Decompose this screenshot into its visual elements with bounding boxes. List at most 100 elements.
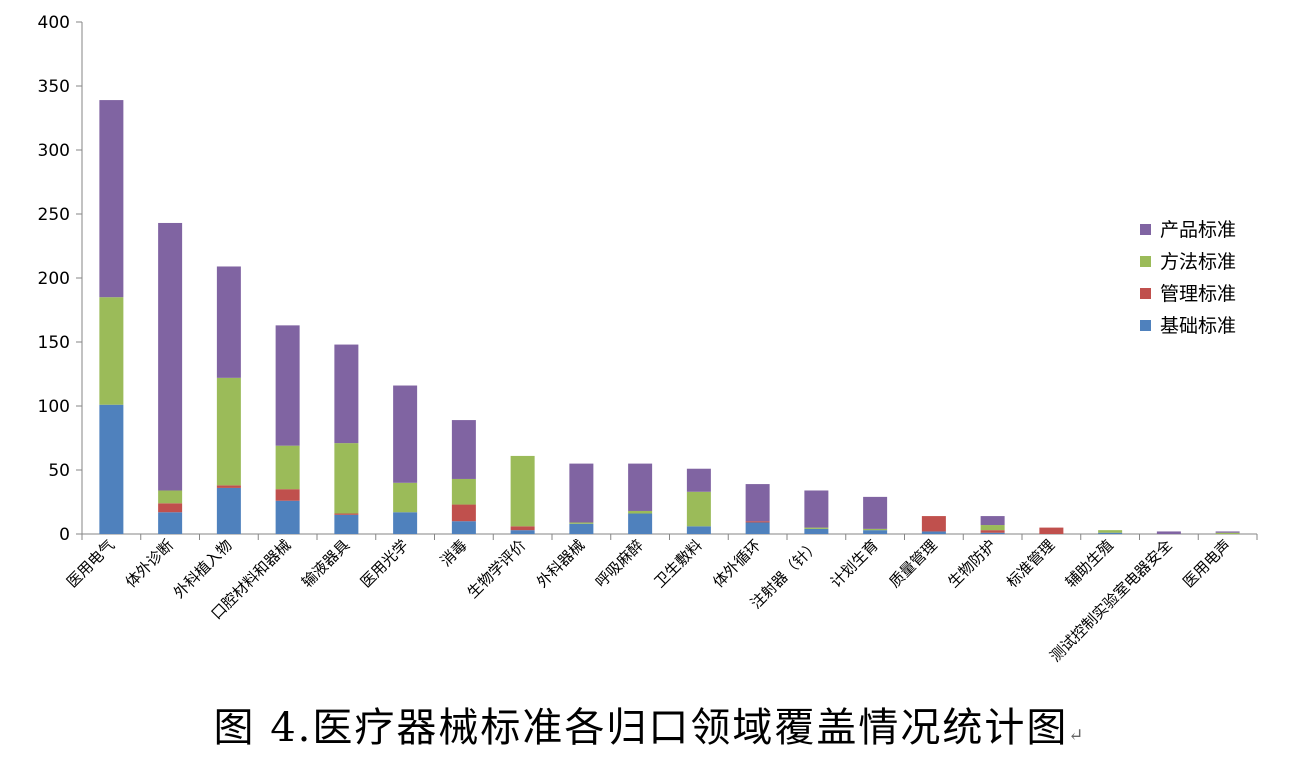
x-category-label: 外科器械 bbox=[533, 536, 588, 591]
bar-segment bbox=[686, 491, 711, 527]
bar-segment bbox=[980, 532, 1005, 534]
legend-label: 方法标准 bbox=[1160, 251, 1236, 273]
bar-segment bbox=[745, 522, 770, 534]
y-tick-label: 200 bbox=[38, 269, 70, 289]
x-category-label: 标准管理 bbox=[1003, 536, 1058, 591]
bar-segment bbox=[275, 325, 300, 446]
bar-segment bbox=[393, 512, 418, 534]
bar-segment bbox=[393, 482, 418, 513]
bar-segment bbox=[628, 513, 653, 534]
bar-segment bbox=[569, 523, 594, 534]
x-category-label: 医用电声 bbox=[1179, 536, 1234, 591]
bar-segment bbox=[216, 377, 241, 486]
y-tick-label: 300 bbox=[38, 141, 70, 161]
y-tick-label: 250 bbox=[38, 205, 70, 225]
bar-segment bbox=[99, 100, 124, 298]
x-category-label: 质量管理 bbox=[886, 536, 941, 591]
y-tick-label: 350 bbox=[38, 77, 70, 97]
bar-segment bbox=[451, 504, 476, 522]
bar-segment bbox=[569, 522, 594, 524]
bar-segment bbox=[745, 484, 770, 522]
bar-segment bbox=[628, 510, 653, 514]
bar-segment bbox=[275, 489, 300, 501]
bar-segment bbox=[334, 443, 359, 514]
x-category-label: 辅助生殖 bbox=[1062, 536, 1117, 591]
bar-segment bbox=[804, 490, 829, 528]
x-category-label: 消毒 bbox=[437, 536, 471, 570]
caption-return-mark: ↵ bbox=[1068, 725, 1086, 746]
bar-segment bbox=[1098, 532, 1123, 534]
legend-swatch bbox=[1140, 256, 1151, 267]
bar-segment bbox=[451, 521, 476, 534]
bar-segment bbox=[275, 445, 300, 490]
bar-segment bbox=[451, 478, 476, 505]
legend-swatch bbox=[1140, 320, 1151, 331]
bar-segment bbox=[921, 516, 946, 532]
bar-segment bbox=[980, 516, 1005, 526]
x-category-label: 输液器具 bbox=[298, 536, 353, 591]
bar-segment bbox=[1156, 531, 1181, 534]
bar-segment bbox=[804, 527, 829, 529]
y-tick-label: 400 bbox=[38, 13, 70, 33]
legend-label: 管理标准 bbox=[1160, 283, 1236, 305]
legend-swatch bbox=[1140, 224, 1151, 235]
x-category-label: 呼吸麻醉 bbox=[592, 536, 647, 591]
bar-segment bbox=[216, 485, 241, 488]
bar-segment bbox=[1039, 527, 1064, 534]
bar-segment bbox=[980, 525, 1005, 531]
y-tick-label: 50 bbox=[48, 461, 70, 481]
bar-segment bbox=[569, 463, 594, 523]
bar-segment bbox=[921, 531, 946, 534]
bar-segment bbox=[745, 521, 770, 523]
bar-segment bbox=[393, 385, 418, 483]
bar-segment bbox=[334, 344, 359, 444]
bar-segment bbox=[628, 463, 653, 511]
legend-swatch bbox=[1140, 288, 1151, 299]
bar-segment bbox=[863, 496, 888, 529]
bar-segment bbox=[99, 404, 124, 534]
bar-segment bbox=[451, 420, 476, 479]
x-category-label: 医用光学 bbox=[357, 536, 412, 591]
x-category-label: 医用电气 bbox=[63, 536, 118, 591]
bar-segment bbox=[1098, 530, 1123, 533]
bar-segment bbox=[510, 530, 535, 534]
legend-label: 产品标准 bbox=[1160, 219, 1236, 241]
x-axis: 医用电气 体外诊断外科植入物口腔材料和器械 输液器具 医用光学 消毒生物学评价 外科器械呼… bbox=[63, 533, 1258, 666]
y-tick-label: 150 bbox=[38, 333, 70, 353]
stacked-bar-chart: 0 50 100 150 200 250 300 350 400 医用电气 体外诊断外科植入物口腔… bbox=[38, 13, 1258, 666]
x-category-label: 卫生敷料 bbox=[651, 536, 706, 591]
bar-segment bbox=[158, 512, 183, 534]
legend-label: 基础标准 bbox=[1160, 315, 1236, 337]
bar-segment bbox=[804, 528, 829, 534]
bar-segment bbox=[158, 222, 183, 491]
bar-segment bbox=[1215, 532, 1240, 534]
bar-segment bbox=[275, 500, 300, 534]
bar-segment bbox=[863, 528, 888, 531]
y-tick-label: 0 bbox=[59, 525, 70, 545]
bar-segment bbox=[1215, 531, 1240, 533]
bar-segment bbox=[334, 514, 359, 534]
bar-segment bbox=[980, 530, 1005, 533]
bars bbox=[99, 100, 1240, 534]
x-category-label: 体外循环 bbox=[709, 536, 764, 591]
x-category-label: 体外诊断 bbox=[122, 536, 177, 591]
x-category-label: 生物防护 bbox=[944, 536, 999, 591]
bar-segment bbox=[686, 526, 711, 534]
bar-segment bbox=[863, 530, 888, 534]
y-tick-label: 100 bbox=[38, 397, 70, 417]
figure-caption: 图 4.医疗器械标准各归口领域覆盖情况统计图↵ bbox=[0, 695, 1299, 753]
x-category-label: 测试控制实验室电器安全 bbox=[1046, 536, 1175, 665]
bar-segment bbox=[686, 468, 711, 492]
bar-segment bbox=[158, 490, 183, 504]
caption-text: 图 4.医疗器械标准各归口领域覆盖情况统计图 bbox=[213, 705, 1069, 751]
x-category-label: 计划生育 bbox=[827, 536, 882, 591]
bar-segment bbox=[334, 513, 359, 515]
bar-segment bbox=[216, 487, 241, 534]
bar-segment bbox=[510, 526, 535, 531]
y-axis: 0 50 100 150 200 250 300 350 400 bbox=[38, 13, 83, 545]
bar-segment bbox=[99, 297, 124, 405]
bar-segment bbox=[216, 266, 241, 378]
bar-segment bbox=[158, 503, 183, 513]
bar-segment bbox=[510, 455, 535, 527]
